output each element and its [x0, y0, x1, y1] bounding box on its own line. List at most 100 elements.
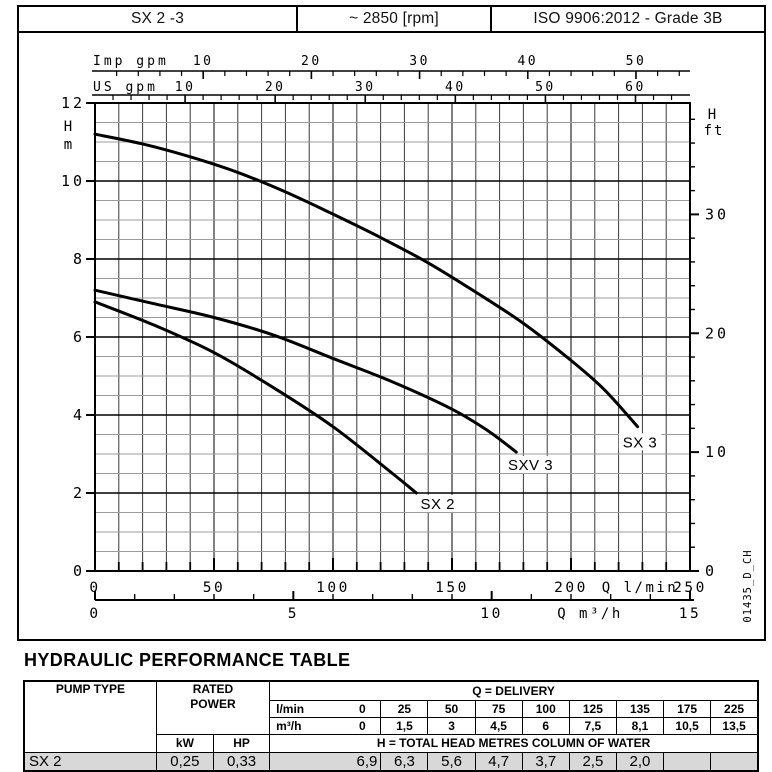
svg-text:20: 20	[265, 80, 286, 95]
curve-label-sxv-3: SXV 3	[508, 457, 553, 474]
head-value: 5,6	[427, 751, 476, 771]
svg-text:15: 15	[679, 606, 701, 622]
delivery-lmin-value: 125	[568, 699, 617, 718]
delivery-m3h-value: 3	[427, 716, 476, 735]
delivery-lmin-value: 50	[427, 699, 476, 718]
svg-text:40: 40	[517, 54, 538, 69]
delivery-m3h-value: 6	[521, 716, 570, 735]
svg-text:30: 30	[355, 80, 376, 95]
svg-text:10: 10	[61, 172, 85, 190]
delivery-lmin-value: 225	[710, 699, 759, 718]
h-m-axis: 0 2 4 6 8 10 12 Hm	[61, 94, 96, 580]
delivery-m3h-row-header: m³/h 0	[269, 716, 382, 735]
svg-text:50: 50	[203, 580, 225, 596]
us-gpm-axis: 10 20 30 40 50 60 US gpm	[92, 80, 690, 102]
delivery-m3h-value: 4,5	[474, 716, 523, 735]
delivery-m3h-value: 1,5	[380, 716, 429, 735]
svg-text:250: 250	[673, 580, 707, 596]
svg-text:40: 40	[445, 80, 466, 95]
lmin-unit-label: l/min	[276, 701, 305, 716]
head-value: 6,9	[269, 751, 382, 771]
delivery-m3h-value: 10,5	[663, 716, 712, 735]
head-value: 2,5	[568, 751, 617, 771]
hydraulic-performance-table: PUMP TYPE RATED POWER Q = DELIVERY l/min…	[23, 680, 759, 772]
svg-text:H: H	[708, 107, 716, 123]
svg-text:10: 10	[480, 606, 502, 622]
head-value: 3,7	[521, 751, 570, 771]
head-value: 4,7	[474, 751, 523, 771]
pump-type-column-header: PUMP TYPE	[23, 680, 157, 753]
svg-text:0: 0	[705, 562, 717, 580]
head-value: 6,3	[380, 751, 429, 771]
chart-frame	[17, 31, 766, 641]
svg-text:2: 2	[73, 484, 85, 502]
hp-column-header: HP	[212, 733, 271, 753]
rated-label: RATED	[192, 682, 234, 696]
svg-text:0: 0	[89, 606, 100, 622]
delivery-lmin-row-header: l/min 0	[269, 699, 382, 718]
svg-text:20: 20	[301, 54, 322, 69]
svg-text:30: 30	[705, 205, 729, 223]
curve-labels: SX 3 SXV 3 SX 2	[416, 433, 662, 513]
delivery-lmin-value: 135	[615, 699, 665, 718]
curve-sxv-3	[93, 288, 518, 454]
curve-label-sx-3: SX 3	[623, 434, 658, 451]
imp-gpm-axis: 10 20 30 40 50 Imp gpm	[92, 54, 690, 79]
chart-grid	[94, 102, 691, 572]
svg-text:m: m	[64, 137, 72, 153]
svg-text:10: 10	[705, 443, 729, 461]
head-value: 2,0	[615, 751, 665, 771]
svg-text:Imp gpm: Imp gpm	[93, 54, 169, 69]
curve-sx-3	[93, 132, 640, 429]
svg-text:200: 200	[554, 580, 588, 596]
svg-text:20: 20	[705, 324, 729, 342]
q-delivery-header: Q = DELIVERY	[269, 680, 759, 701]
curve-label-bg	[505, 455, 557, 473]
svg-text:8: 8	[73, 250, 85, 268]
svg-text:100: 100	[316, 580, 350, 596]
svg-text:ft: ft	[704, 123, 725, 139]
svg-text:10: 10	[175, 80, 196, 95]
svg-text:30: 30	[409, 54, 430, 69]
pump-type-value: SX 2	[23, 751, 157, 771]
curve-label-bg	[416, 494, 459, 512]
rated-power-header: RATED POWER	[155, 680, 271, 735]
curve-sx-2	[93, 300, 418, 495]
curve-label-sx-2: SX 2	[420, 496, 455, 513]
svg-text:6: 6	[73, 328, 85, 346]
svg-text:0: 0	[73, 562, 85, 580]
q-m3h-axis: 0 5 10 15 Q m³/h	[89, 591, 701, 622]
svg-text:01435_D_CH: 01435_D_CH	[742, 549, 754, 622]
delivery-lmin-value: 25	[380, 699, 429, 718]
svg-text:12: 12	[61, 94, 85, 112]
svg-text:4: 4	[73, 406, 85, 424]
h-ft-axis: 0 10 20 30 Hft	[690, 107, 729, 580]
svg-text:5: 5	[288, 606, 299, 622]
delivery-lmin-value: 0	[359, 701, 366, 716]
kw-column-header: kW	[155, 733, 214, 753]
svg-text:10: 10	[193, 54, 214, 69]
delivery-m3h-value: 13,5	[710, 716, 759, 735]
pump-model-header: SX 2 -3	[17, 5, 298, 33]
delivery-m3h-value: 8,1	[615, 716, 665, 735]
m3h-unit-label: m³/h	[276, 718, 302, 733]
rated-kw-value: 0,25	[155, 751, 214, 771]
svg-text:Q m³/h: Q m³/h	[557, 606, 623, 622]
delivery-m3h-value: 7,5	[568, 716, 617, 735]
total-head-header: H = TOTAL HEAD METRES COLUMN OF WATER	[269, 733, 759, 753]
svg-text:150: 150	[435, 580, 469, 596]
iso-standard-header: ISO 9906:2012 - Grade 3B	[490, 5, 766, 33]
curve-label-bg	[618, 433, 662, 451]
drawing-code-watermark: 01435_D_CH	[742, 549, 754, 622]
head-value	[710, 751, 759, 771]
rated-hp-value: 0,33	[212, 751, 271, 771]
power-label: POWER	[190, 697, 236, 711]
svg-text:H: H	[64, 119, 72, 135]
pump-curves	[93, 132, 640, 495]
svg-text:0: 0	[89, 580, 100, 596]
svg-text:US gpm: US gpm	[93, 80, 158, 95]
head-value	[663, 751, 712, 771]
